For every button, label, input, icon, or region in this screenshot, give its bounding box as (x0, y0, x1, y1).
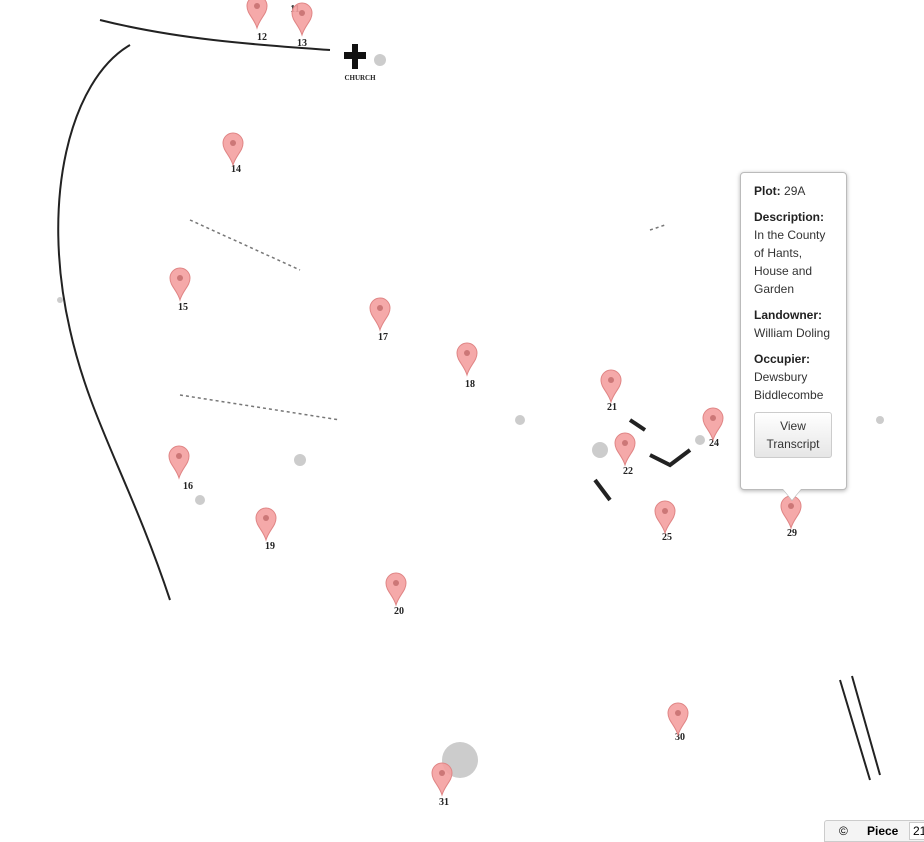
footer-bar: © Piece 21 (824, 820, 924, 842)
plot-label: 29 (787, 528, 797, 539)
marker-dot (622, 440, 628, 446)
marker-dot (299, 10, 305, 16)
plot-label: 16 (183, 481, 193, 492)
marker-pin (667, 702, 689, 737)
plot-label: CHURCH (344, 74, 376, 82)
marker[interactable] (614, 432, 636, 467)
marker[interactable] (369, 297, 391, 332)
plot-label: 18 (465, 379, 475, 390)
marker-pin (600, 369, 622, 404)
map-lines (57, 19, 881, 781)
marker-pin (385, 572, 407, 607)
marker[interactable] (255, 507, 277, 542)
marker-dot (230, 140, 236, 146)
plot-label: 20 (394, 606, 404, 617)
marker-dot (393, 580, 399, 586)
marker-dot (788, 503, 794, 509)
plot-label: 21 (607, 402, 617, 413)
plot-label: 19 (265, 541, 275, 552)
marker[interactable] (291, 2, 313, 37)
field-label: Landowner: (754, 308, 822, 322)
marker-dot (464, 350, 470, 356)
marker-dot (675, 710, 681, 716)
view-transcript-button[interactable]: View Transcript (754, 412, 832, 458)
marker-pin (702, 407, 724, 442)
marker-pin (291, 2, 313, 37)
plot-label: 24 (709, 438, 719, 449)
marker-dot (439, 770, 445, 776)
marker-dot (608, 377, 614, 383)
marker[interactable] (780, 495, 802, 530)
plot-label: 12 (257, 32, 267, 43)
field-label: Description: (754, 210, 825, 224)
field-label: Plot: (754, 184, 781, 198)
marker[interactable] (168, 445, 190, 480)
copyright-icon: © (839, 824, 848, 838)
marker-pin (780, 495, 802, 530)
popup-tail (783, 489, 801, 500)
marker-pin (654, 500, 676, 535)
marker-pin (169, 267, 191, 302)
marker-pin (246, 0, 268, 30)
marker-dot (263, 515, 269, 521)
plot-label: 15 (178, 302, 188, 313)
marker[interactable] (702, 407, 724, 442)
marker-pin (614, 432, 636, 467)
marker-pin (255, 507, 277, 542)
marker[interactable] (600, 369, 622, 404)
markers (168, 0, 802, 797)
marker[interactable] (667, 702, 689, 737)
marker[interactable] (246, 0, 268, 30)
piece-label: Piece (867, 824, 899, 838)
description-value: In the County of Hants, House and Garden (754, 228, 826, 296)
marker-pin (168, 445, 190, 480)
marker-dot (710, 415, 716, 421)
marker[interactable] (385, 572, 407, 607)
church-cross (344, 44, 366, 69)
piece-input[interactable]: 21 (909, 822, 924, 840)
marker[interactable] (169, 267, 191, 302)
marker-dot (662, 508, 668, 514)
marker-pin (431, 762, 453, 797)
plot-label: 31 (439, 797, 449, 808)
plot-label: 22 (623, 466, 633, 477)
plot-label: 30 (675, 732, 685, 743)
marker-dot (177, 275, 183, 281)
map-labels: 121113CHURCH1415171821242216192529203031 (178, 4, 797, 808)
marker-pin (369, 297, 391, 332)
marker-dot (254, 3, 260, 9)
marker-pin (456, 342, 478, 377)
marker-pin (222, 132, 244, 167)
field-label: Occupier: (754, 352, 811, 366)
marker[interactable] (456, 342, 478, 377)
info-popup: Plot: 29A Description: In the County of H… (740, 172, 847, 490)
occupier-value: Dewsbury Biddlecombe (754, 370, 824, 402)
marker-dot (377, 305, 383, 311)
landowner-value: William Doling (754, 326, 831, 340)
marker[interactable] (222, 132, 244, 167)
plot-label: 13 (297, 38, 307, 49)
marker[interactable] (654, 500, 676, 535)
plot-label: 14 (231, 164, 241, 175)
marker[interactable] (431, 762, 453, 797)
marker-dot (176, 453, 182, 459)
plot-value: 29A (784, 184, 806, 198)
plot-label: 17 (378, 332, 388, 343)
map-speckles (57, 54, 884, 778)
plot-label: 25 (662, 532, 672, 543)
